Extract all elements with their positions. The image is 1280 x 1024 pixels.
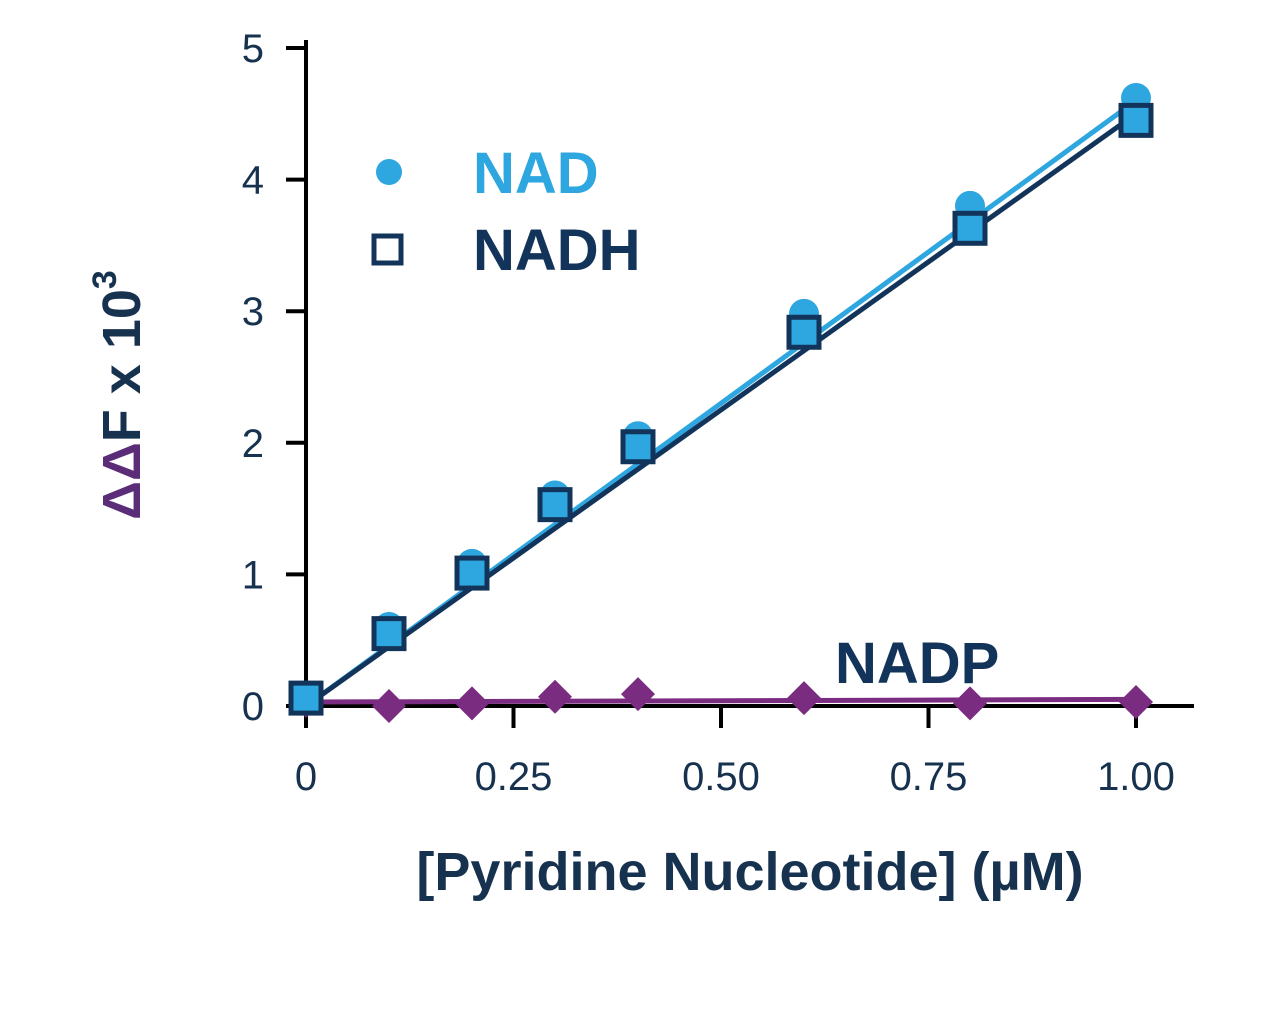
x-tick-label: 0	[295, 755, 317, 799]
data-point-nadh	[786, 314, 822, 350]
legend-nad-marker	[376, 159, 402, 185]
nadp-series-label: NADP	[835, 631, 999, 696]
data-point-nadp	[787, 681, 821, 716]
y-axis-title-main: F x 10	[92, 289, 152, 442]
axes: 0 1 2 3 4 5 0 0.25 0.50 0.75 1.00	[242, 27, 1194, 799]
legend-nadh-label: NADH	[473, 218, 641, 283]
legend-nad-label: NAD	[473, 141, 599, 206]
x-tick-label: 0.50	[682, 755, 760, 799]
y-axis-title-exponent: 3	[86, 270, 124, 289]
x-tick-label: 1.00	[1097, 755, 1175, 799]
data-point-nadh	[1118, 102, 1154, 138]
x-tick-label: 0.25	[475, 755, 553, 799]
data-point-nadh	[371, 616, 407, 652]
data-point-nadh	[537, 487, 573, 523]
fit-line-nadh	[304, 111, 1138, 709]
y-axis-title: ΔΔF x 103	[86, 270, 152, 520]
legend: NAD NADH	[371, 141, 641, 283]
y-tick-label: 5	[242, 27, 264, 71]
fit-line-nadp	[305, 696, 1137, 705]
data-point-nadh	[952, 210, 988, 246]
y-tick-label: 1	[242, 553, 264, 597]
x-tick-label: 0.75	[890, 755, 968, 799]
x-axis-title: [Pyridine Nucleotide] (µM)	[416, 842, 1083, 902]
data-point-nadp	[455, 686, 489, 721]
data-points	[288, 83, 1154, 723]
data-point-nadh	[288, 680, 324, 716]
y-tick-label: 2	[242, 422, 264, 466]
data-point-nadp	[1119, 685, 1153, 720]
y-tick-label: 3	[242, 290, 264, 334]
data-point-nadh	[454, 555, 490, 591]
y-tick-label: 0	[242, 685, 264, 729]
legend-nadh-marker	[371, 233, 404, 266]
data-point-nadp	[372, 689, 406, 723]
data-point-nadp	[621, 677, 655, 712]
y-axis-title-delta: ΔΔ	[92, 442, 152, 520]
y-tick-label: 4	[242, 159, 264, 203]
data-point-nadp	[953, 686, 987, 721]
data-point-nadp	[538, 679, 572, 714]
fit-lines	[304, 98, 1138, 709]
data-point-nadh	[620, 429, 656, 465]
